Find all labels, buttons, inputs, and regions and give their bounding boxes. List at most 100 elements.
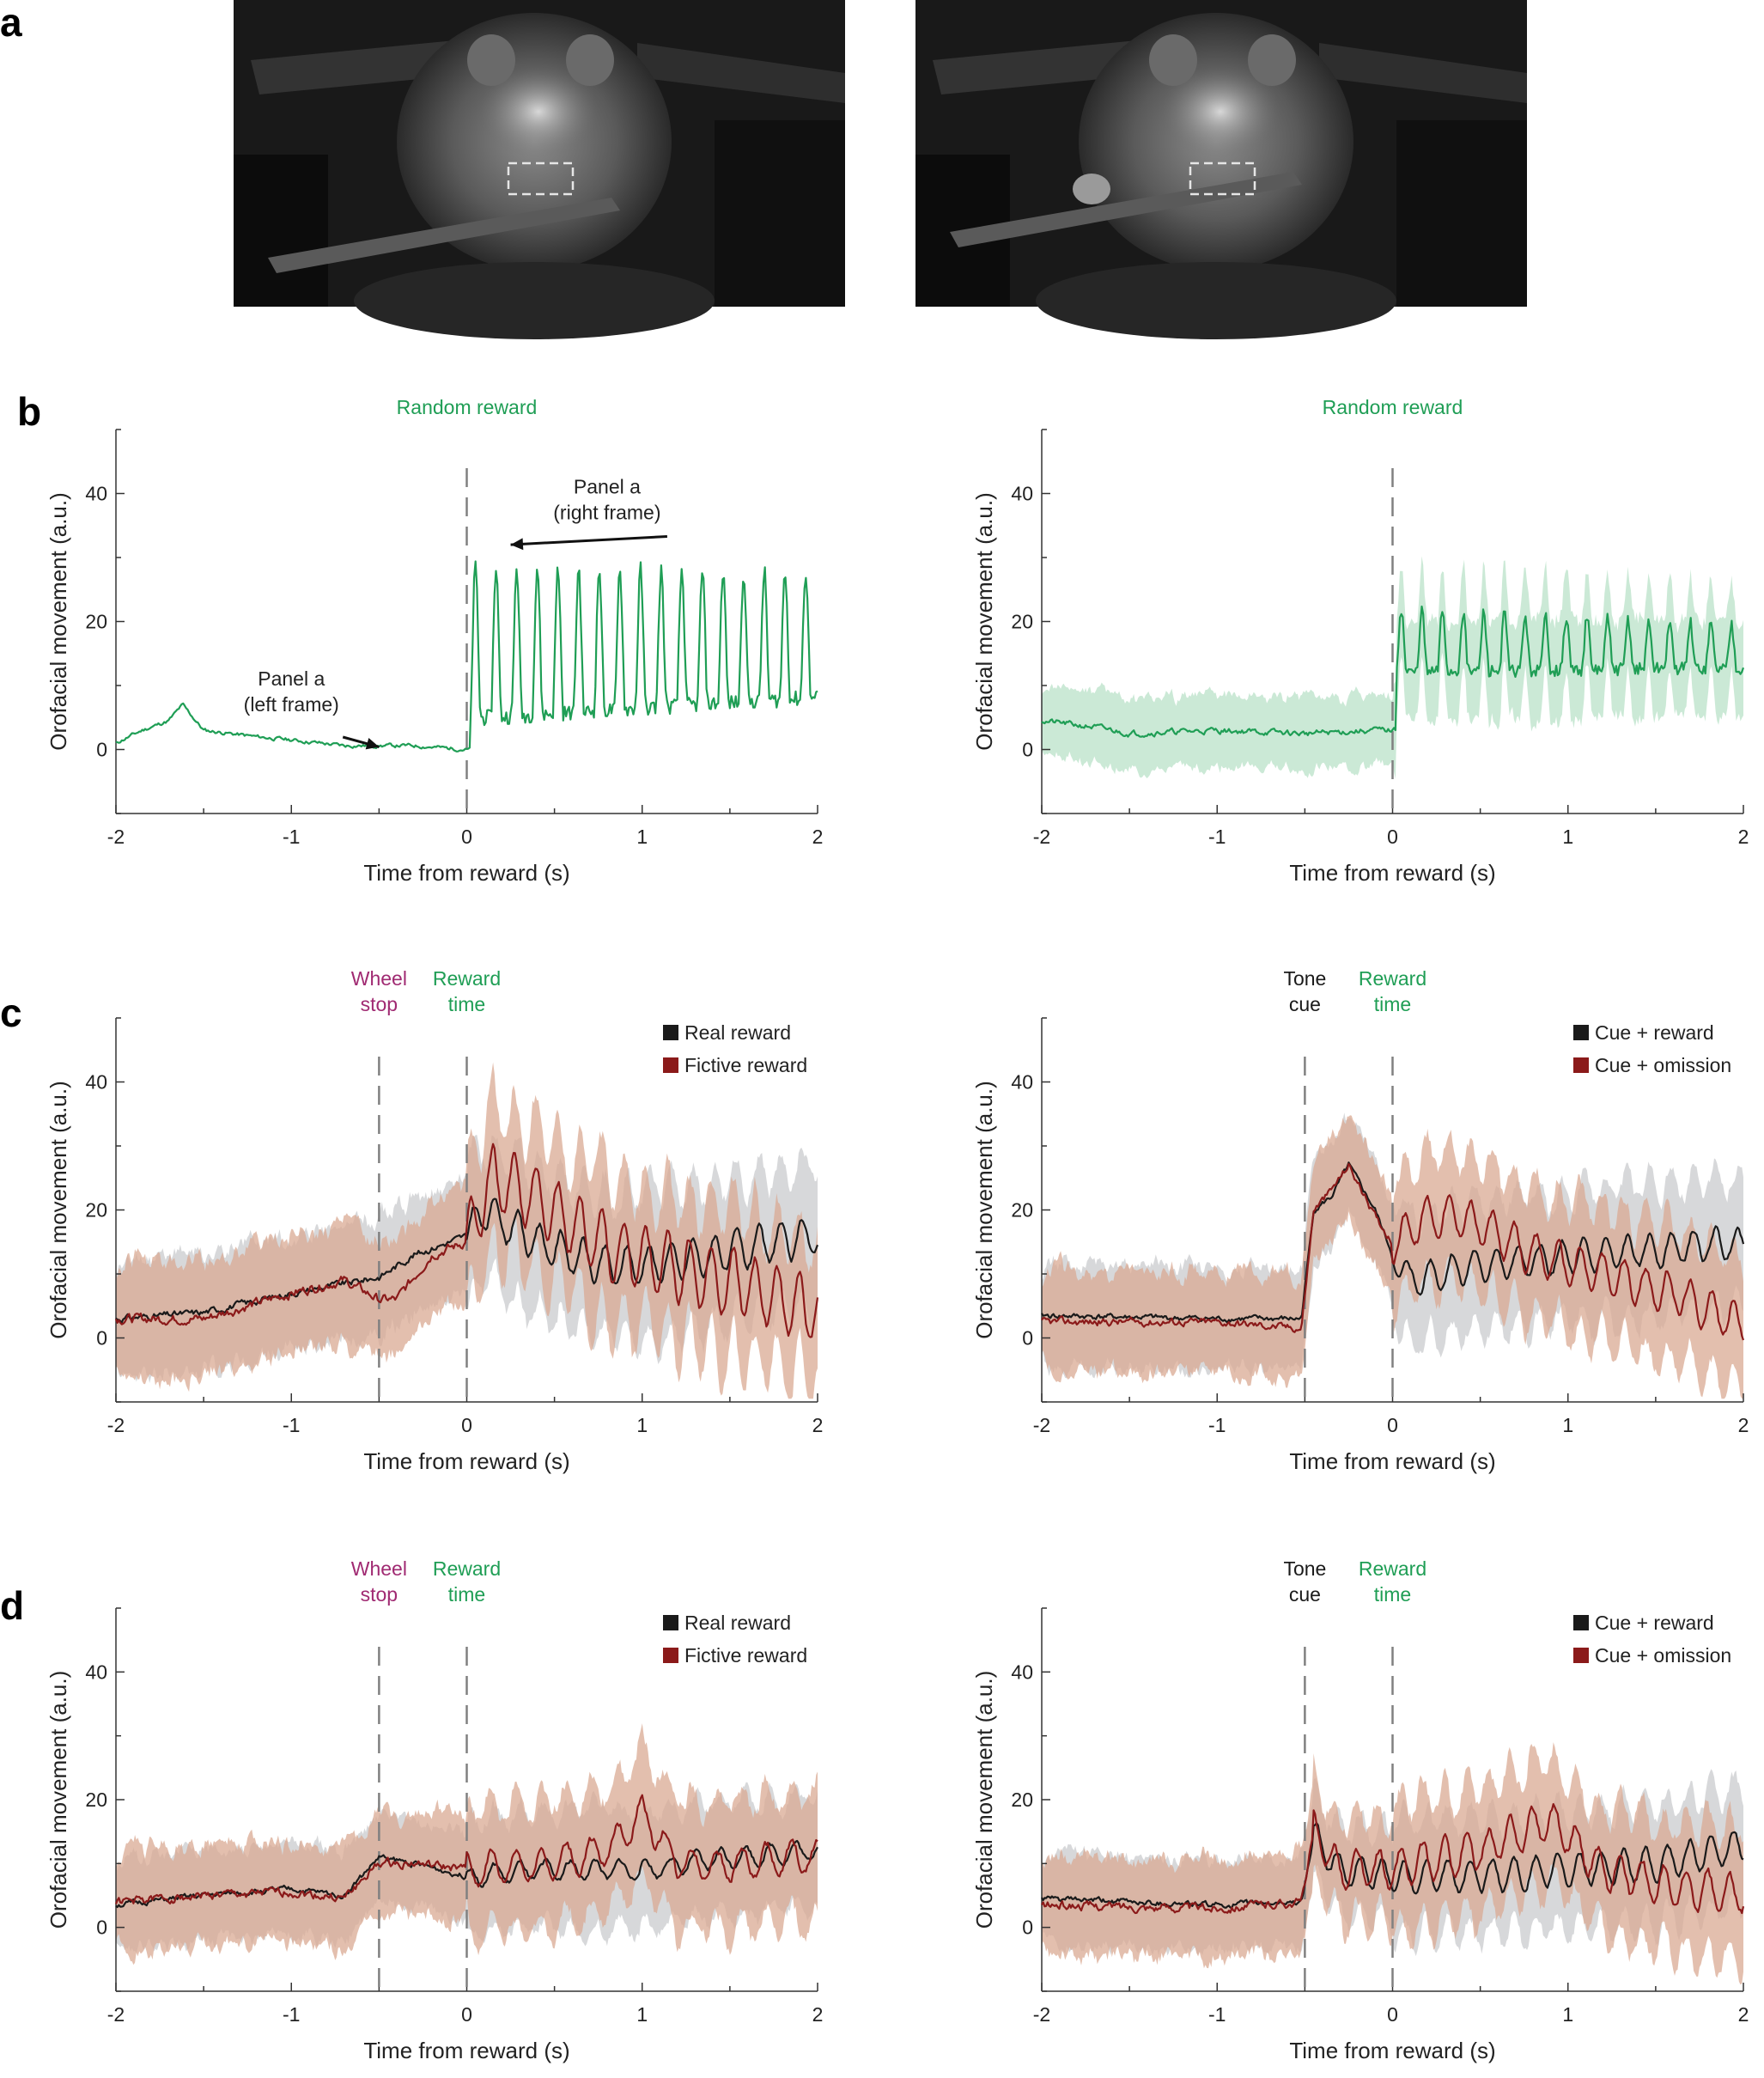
legend-swatch bbox=[1573, 1057, 1589, 1073]
series-line-2 bbox=[114, 1794, 818, 1904]
event-label: Wheel bbox=[351, 1557, 407, 1580]
panel-letter-a: a bbox=[0, 0, 22, 45]
y-tick-label: 40 bbox=[1011, 483, 1033, 505]
series-line-2 bbox=[114, 1143, 819, 1338]
series-line-2 bbox=[1041, 1162, 1745, 1341]
x-tick-label: 1 bbox=[636, 826, 648, 848]
y-tick-label: 0 bbox=[96, 1917, 107, 1939]
x-tick-label: 1 bbox=[1562, 826, 1573, 848]
x-tick-label: 2 bbox=[1738, 2003, 1749, 2026]
annotation-text: Panel a bbox=[574, 476, 641, 498]
event-label: stop bbox=[361, 993, 398, 1015]
legend-label: Cue + reward bbox=[1595, 1021, 1714, 1044]
legend-label: Real reward bbox=[684, 1612, 791, 1634]
y-tick-label: 0 bbox=[1022, 739, 1033, 761]
y-axis-label: Orofacial movement (a.u.) bbox=[971, 1081, 997, 1339]
annotation-arrowhead bbox=[365, 738, 380, 750]
legend-swatch bbox=[663, 1025, 678, 1040]
annotation-text: (right frame) bbox=[553, 502, 660, 524]
chart-d-right: 0 20 40 -2 -1 0 1 2 Time from reward (s) Orofacia… bbox=[971, 1557, 1749, 2063]
x-tick-label: 1 bbox=[1562, 2003, 1573, 2026]
x-tick-label: 2 bbox=[1738, 1414, 1749, 1436]
x-axis-label: Time from reward (s) bbox=[1289, 2038, 1495, 2063]
x-tick-label: 2 bbox=[812, 826, 824, 848]
event-label: Wheel bbox=[351, 967, 407, 990]
band-2 bbox=[116, 1723, 818, 1965]
y-tick-label: 40 bbox=[85, 1661, 107, 1683]
series-line-1 bbox=[1041, 1822, 1744, 1909]
annotation-text: Panel a bbox=[258, 667, 325, 690]
x-tick-label: -2 bbox=[107, 1414, 125, 1436]
x-axis-label: Time from reward (s) bbox=[1289, 1448, 1495, 1474]
x-axis-label: Time from reward (s) bbox=[363, 1448, 569, 1474]
chart-d-left: 0 20 40 -2 -1 0 1 2 Time from reward (s) Orofacia… bbox=[46, 1557, 823, 2063]
x-tick-label: 1 bbox=[636, 2003, 648, 2026]
chart-b-right: 0 20 40 -2 -1 0 1 2 Time from reward (s) Orofacia… bbox=[971, 396, 1749, 886]
x-tick-label: 1 bbox=[636, 1414, 648, 1436]
y-tick-label: 0 bbox=[96, 1327, 107, 1350]
y-tick-label: 0 bbox=[96, 739, 107, 761]
x-tick-label: -2 bbox=[107, 2003, 125, 2026]
y-tick-label: 20 bbox=[85, 1199, 107, 1222]
event-label: Reward bbox=[433, 1557, 501, 1580]
mouse-right-frame bbox=[915, 0, 1527, 339]
legend-label: Fictive reward bbox=[684, 1644, 807, 1667]
x-axis-label: Time from reward (s) bbox=[1289, 860, 1495, 886]
series-line-1 bbox=[115, 560, 818, 753]
y-axis-label: Orofacial movement (a.u.) bbox=[46, 1081, 71, 1339]
annotation-arrow bbox=[510, 535, 667, 546]
band-1 bbox=[1042, 556, 1743, 779]
x-tick-label: 1 bbox=[1562, 1414, 1573, 1436]
x-tick-label: 0 bbox=[461, 2003, 472, 2026]
event-label: time bbox=[448, 993, 485, 1015]
legend-label: Fictive reward bbox=[684, 1054, 807, 1076]
y-tick-label: 40 bbox=[85, 1071, 107, 1094]
y-tick-label: 20 bbox=[1011, 611, 1033, 633]
event-label: Reward bbox=[433, 967, 501, 990]
chart-b-left: 0 20 40 -2 -1 0 1 2 Time from reward (s) Orofacia… bbox=[46, 396, 823, 886]
x-tick-label: -1 bbox=[1208, 826, 1226, 848]
x-tick-label: -2 bbox=[107, 826, 125, 848]
series-line-1 bbox=[115, 1197, 819, 1324]
x-axis-label: Time from reward (s) bbox=[363, 860, 569, 886]
panel-letter-c: c bbox=[0, 990, 22, 1035]
legend-swatch bbox=[1573, 1025, 1589, 1040]
x-tick-label: -1 bbox=[1208, 2003, 1226, 2026]
y-tick-label: 40 bbox=[1011, 1661, 1033, 1683]
x-tick-label: -2 bbox=[1033, 1414, 1050, 1436]
y-tick-label: 20 bbox=[85, 1789, 107, 1811]
y-tick-label: 20 bbox=[85, 611, 107, 633]
legend-swatch bbox=[663, 1615, 678, 1630]
panel-letter-d: d bbox=[0, 1583, 24, 1628]
event-label: Reward bbox=[1359, 967, 1426, 990]
y-tick-label: 0 bbox=[1022, 1917, 1033, 1939]
event-label: Random reward bbox=[1323, 396, 1463, 418]
mouse-left-frame bbox=[234, 0, 845, 339]
x-tick-label: -1 bbox=[283, 2003, 300, 2026]
event-label: Tone bbox=[1283, 967, 1326, 990]
legend-label: Cue + reward bbox=[1595, 1612, 1714, 1634]
event-label: time bbox=[1374, 1583, 1411, 1606]
legend-label: Real reward bbox=[684, 1021, 791, 1044]
chart-c-right: 0 20 40 -2 -1 0 1 2 Time from reward (s) Orofacia… bbox=[971, 967, 1749, 1474]
series-line-1 bbox=[1041, 605, 1745, 738]
event-label: Reward bbox=[1359, 1557, 1426, 1580]
x-tick-label: 2 bbox=[812, 2003, 824, 2026]
event-label: cue bbox=[1289, 993, 1321, 1015]
chart-c-left: 0 20 40 -2 -1 0 1 2 Time from reward (s) Orofacia… bbox=[46, 967, 823, 1474]
y-axis-label: Orofacial movement (a.u.) bbox=[971, 1671, 997, 1929]
x-tick-label: -1 bbox=[1208, 1414, 1226, 1436]
x-tick-label: 0 bbox=[1387, 826, 1398, 848]
y-axis-label: Orofacial movement (a.u.) bbox=[46, 492, 71, 751]
series-line-2 bbox=[1041, 1803, 1745, 1915]
x-tick-label: -2 bbox=[1033, 2003, 1050, 2026]
x-tick-label: 0 bbox=[1387, 2003, 1398, 2026]
annotation-text: (left frame) bbox=[244, 693, 339, 716]
y-axis-label: Orofacial movement (a.u.) bbox=[971, 492, 997, 751]
event-label: time bbox=[448, 1583, 485, 1606]
x-tick-label: -1 bbox=[283, 826, 300, 848]
y-tick-label: 40 bbox=[1011, 1071, 1033, 1094]
legend-label: Cue + omission bbox=[1595, 1644, 1731, 1667]
event-label: Random reward bbox=[397, 396, 538, 418]
event-label: Tone bbox=[1283, 1557, 1326, 1580]
